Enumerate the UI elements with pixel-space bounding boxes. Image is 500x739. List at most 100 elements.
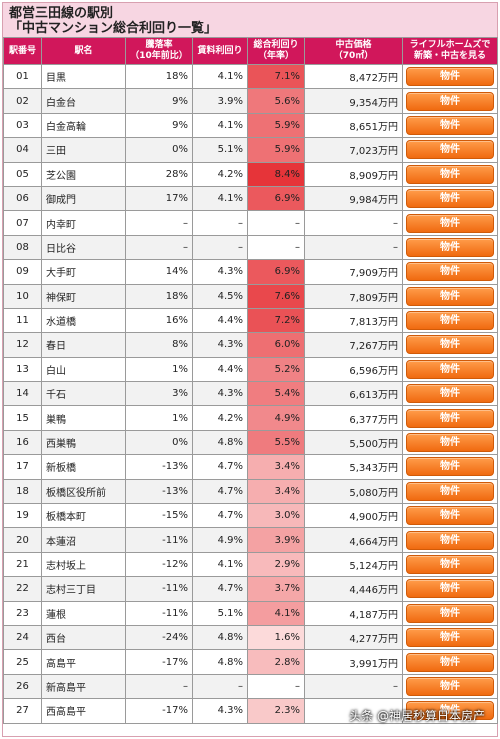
table-row: 06 御成門 17% 4.1% 6.9% 9,984万円 物件: [3, 185, 498, 212]
property-link-cell: 物件: [402, 551, 498, 578]
price-change-cell: –: [125, 673, 193, 700]
property-button[interactable]: 物件: [406, 67, 494, 87]
property-button[interactable]: 物件: [406, 433, 494, 453]
property-button[interactable]: 物件: [406, 335, 494, 355]
station-no-cell: 24: [3, 624, 42, 651]
used-price-cell: 8,909万円: [304, 161, 403, 187]
property-button[interactable]: 物件: [406, 408, 494, 428]
property-button[interactable]: 物件: [406, 140, 494, 160]
station-no-cell: 06: [3, 185, 42, 212]
property-button[interactable]: 物件: [406, 481, 494, 501]
property-button[interactable]: 物件: [406, 530, 494, 550]
property-link-cell: 物件: [402, 381, 498, 407]
station-name-cell: 板橋本町: [41, 503, 126, 529]
station-name-cell: 春日: [41, 332, 126, 358]
rent-yield-cell: 4.7%: [192, 576, 248, 602]
property-button[interactable]: 物件: [406, 555, 494, 574]
property-link-cell: 物件: [402, 234, 498, 261]
total-yield-cell: 2.9%: [247, 551, 305, 578]
used-price-cell: 6,377万円: [304, 405, 403, 431]
property-button[interactable]: 物件: [406, 91, 494, 111]
property-button[interactable]: 物件: [406, 286, 494, 306]
price-change-cell: 18%: [125, 63, 193, 90]
property-button[interactable]: 物件: [406, 628, 494, 648]
total-yield-cell: –: [247, 234, 305, 261]
used-price-cell: 9,984万円: [304, 185, 403, 212]
property-button[interactable]: 物件: [406, 384, 494, 404]
total-yield-cell: 7.6%: [247, 283, 305, 309]
station-name-cell: 日比谷: [41, 234, 126, 261]
price-change-cell: 28%: [125, 161, 193, 187]
property-button[interactable]: 物件: [406, 579, 494, 599]
station-no-cell: 14: [3, 381, 42, 407]
property-button[interactable]: 物件: [406, 457, 494, 477]
rent-yield-cell: 4.3%: [192, 698, 248, 724]
table-row: 26 新高島平 – – – – 物件: [3, 673, 498, 700]
property-link-cell: 物件: [402, 137, 498, 163]
property-link-cell: 物件: [402, 576, 498, 602]
property-link-cell: 物件: [402, 63, 498, 90]
property-button[interactable]: 物件: [406, 262, 494, 282]
rent-yield-cell: 4.7%: [192, 478, 248, 505]
total-yield-cell: 1.6%: [247, 624, 305, 651]
rent-yield-cell: 4.4%: [192, 307, 248, 334]
rent-yield-cell: –: [192, 673, 248, 700]
station-no-cell: 22: [3, 576, 42, 602]
station-no-cell: 01: [3, 63, 42, 90]
rent-yield-cell: 4.1%: [192, 551, 248, 578]
rent-yield-cell: 4.2%: [192, 161, 248, 187]
price-change-cell: 9%: [125, 112, 193, 139]
property-link-cell: 物件: [402, 112, 498, 139]
total-yield-cell: 5.9%: [247, 112, 305, 139]
used-price-cell: 7,813万円: [304, 307, 403, 334]
station-no-cell: 20: [3, 527, 42, 553]
used-price-cell: 4,277万円: [304, 624, 403, 651]
rent-yield-cell: 3.9%: [192, 88, 248, 114]
property-button[interactable]: 物件: [406, 189, 494, 209]
property-button[interactable]: 物件: [406, 701, 494, 721]
used-price-cell: 6,613万円: [304, 381, 403, 407]
table-row: 11 水道橋 16% 4.4% 7.2% 7,813万円 物件: [3, 307, 498, 334]
price-change-cell: -11%: [125, 600, 193, 626]
price-change-cell: 8%: [125, 332, 193, 358]
property-button[interactable]: 物件: [406, 237, 494, 257]
table-row: 18 板橋区役所前 -13% 4.7% 3.4% 5,080万円 物件: [3, 478, 498, 505]
rent-yield-cell: 4.8%: [192, 429, 248, 456]
station-name-cell: 本蓮沼: [41, 527, 126, 553]
station-name-cell: 西高島平: [41, 698, 126, 724]
table-row: 03 白金高輪 9% 4.1% 5.9% 8,651万円 物件: [3, 112, 498, 139]
property-button[interactable]: 物件: [406, 213, 494, 233]
price-change-cell: -15%: [125, 503, 193, 529]
property-link-cell: 物件: [402, 405, 498, 431]
table-row: 23 蓮根 -11% 5.1% 4.1% 4,187万円 物件: [3, 600, 498, 626]
rent-yield-cell: 4.3%: [192, 332, 248, 358]
table-row: 12 春日 8% 4.3% 6.0% 7,267万円 物件: [3, 332, 498, 358]
table-row: 05 芝公園 28% 4.2% 8.4% 8,909万円 物件: [3, 161, 498, 187]
station-no-cell: 04: [3, 137, 42, 163]
price-change-cell: –: [125, 210, 193, 236]
used-price-cell: –: [304, 673, 403, 700]
property-button[interactable]: 物件: [406, 676, 494, 696]
station-name-cell: 白山: [41, 356, 126, 383]
rent-yield-cell: 4.7%: [192, 454, 248, 480]
total-yield-cell: 7.1%: [247, 63, 305, 90]
property-button[interactable]: 物件: [406, 603, 494, 623]
property-button[interactable]: 物件: [406, 115, 494, 135]
total-yield-cell: 3.0%: [247, 503, 305, 529]
rent-yield-cell: 5.1%: [192, 137, 248, 163]
price-change-cell: 3%: [125, 381, 193, 407]
table-row: 15 巣鴨 1% 4.2% 4.9% 6,377万円 物件: [3, 405, 498, 431]
used-price-cell: 4,187万円: [304, 600, 403, 626]
property-button[interactable]: 物件: [406, 164, 494, 184]
table-row: 13 白山 1% 4.4% 5.2% 6,596万円 物件: [3, 356, 498, 383]
header-rent-yield: 賃料利回り: [192, 37, 248, 65]
property-link-cell: 物件: [402, 527, 498, 553]
price-change-cell: 18%: [125, 283, 193, 309]
property-link-cell: 物件: [402, 210, 498, 236]
property-button[interactable]: 物件: [406, 506, 494, 526]
property-button[interactable]: 物件: [406, 359, 494, 379]
watermark: 头条 @神居秒算日本房产: [349, 709, 485, 723]
station-no-cell: 26: [3, 673, 42, 700]
property-button[interactable]: 物件: [406, 311, 494, 331]
property-button[interactable]: 物件: [406, 652, 494, 672]
